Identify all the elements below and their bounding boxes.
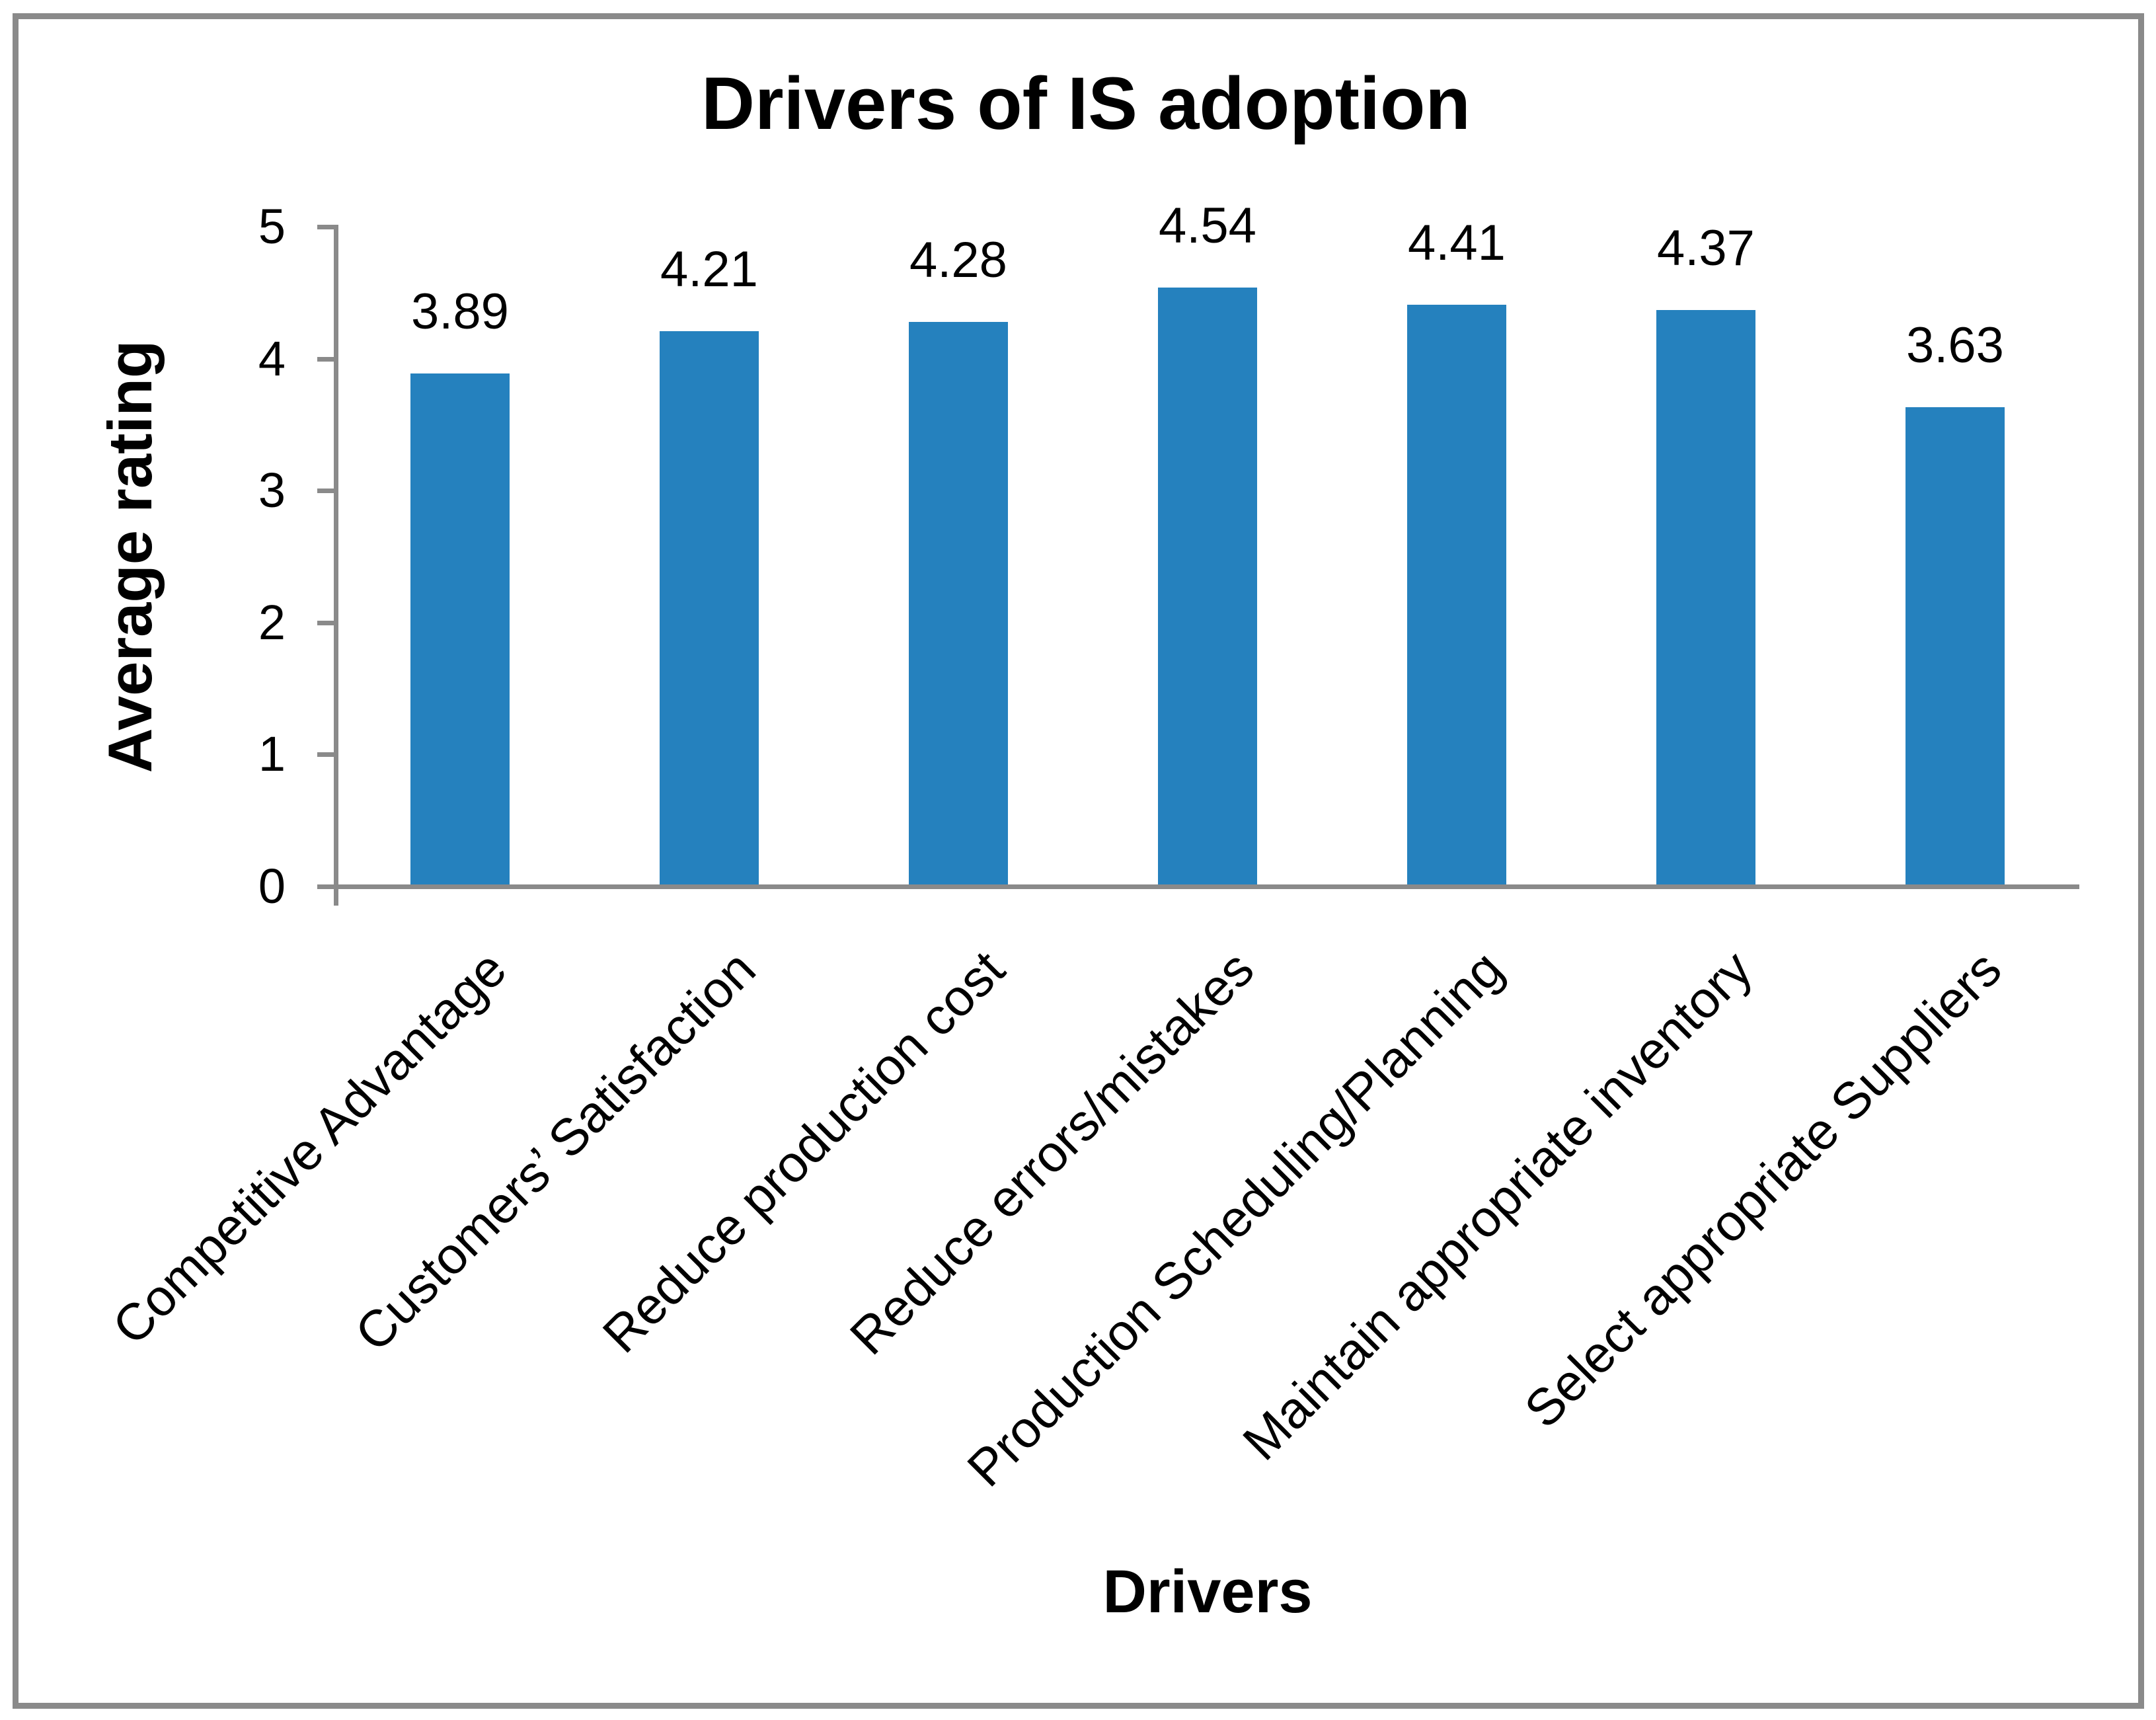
bar-value-label: 4.41: [1408, 215, 1506, 271]
bar-2: [909, 322, 1008, 886]
y-axis-tick: [317, 489, 334, 494]
bar-value-label: 3.63: [1906, 317, 2004, 373]
y-axis-line: [334, 225, 338, 906]
bar-5: [1656, 310, 1755, 886]
y-axis-tick: [317, 356, 334, 362]
y-axis-tick: [317, 225, 334, 229]
chart-title: Drivers of IS adoption: [701, 62, 1471, 145]
chart-border-frame: [13, 13, 2144, 1709]
bar-value-label: 3.89: [411, 284, 509, 340]
bar-value-label: 4.28: [909, 232, 1007, 288]
bar-1: [660, 331, 759, 886]
bar-value-label: 4.37: [1657, 220, 1755, 276]
x-axis-line: [333, 884, 2079, 889]
bar-4: [1407, 305, 1506, 886]
y-axis-tick: [317, 884, 334, 889]
y-axis-tick-label: 3: [258, 463, 286, 518]
y-axis-tick-label: 0: [258, 859, 286, 914]
y-axis-tick: [317, 620, 334, 625]
bar-value-label: 4.21: [660, 241, 758, 297]
y-axis-title: Average rating: [95, 340, 165, 773]
y-axis-tick-label: 2: [258, 594, 286, 650]
bar-value-label: 4.54: [1159, 198, 1256, 254]
bar-6: [1906, 407, 2005, 886]
x-axis-title: Drivers: [1102, 1558, 1313, 1625]
y-axis-tick-label: 1: [258, 726, 286, 782]
y-axis-tick-label: 5: [258, 199, 286, 254]
y-axis-tick-label: 4: [258, 331, 286, 386]
bar-0: [410, 373, 510, 886]
bar-3: [1158, 288, 1257, 886]
y-axis-tick: [317, 752, 334, 758]
